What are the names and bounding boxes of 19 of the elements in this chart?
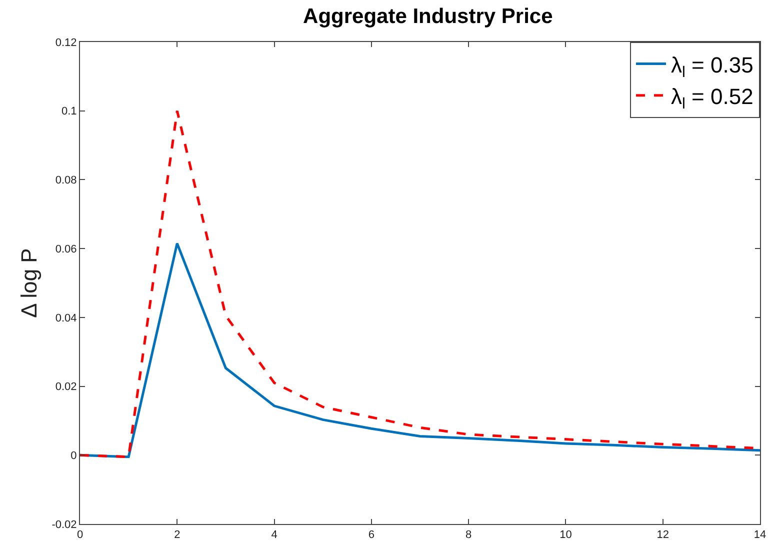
y-tick-label: 0.06 [55,243,77,256]
x-tick-label: 2 [174,529,180,542]
chart-title: Aggregate Industry Price [303,4,553,28]
y-tick-label: 0.02 [55,381,77,394]
x-tick-label: 14 [754,529,766,542]
y-tick-label: 0.04 [55,312,77,324]
y-tick-label: 0.12 [55,36,77,49]
x-tick-label: 10 [560,529,572,542]
legend-label: λ$_{l}$ = 0.35 [671,52,754,81]
y-axis-title: Δ log P [16,248,42,318]
y-tick-label: 0.08 [55,174,77,187]
y-tick-label: -0.02 [52,518,77,531]
legend-label: λ$_{l}$ = 0.52 [671,84,754,113]
y-tick-label: 0 [70,450,77,462]
x-tick-label: 6 [368,529,374,542]
x-tick-label: 12 [656,529,669,542]
x-tick-label: 4 [271,529,278,542]
x-tick-label: 8 [466,529,472,542]
y-tick-label: 0.1 [62,106,77,118]
